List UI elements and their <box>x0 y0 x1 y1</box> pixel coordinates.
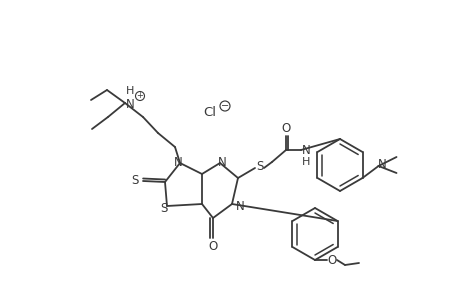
Text: N: N <box>235 200 244 212</box>
Text: Cl: Cl <box>203 106 216 118</box>
Text: O: O <box>208 239 217 253</box>
Text: S: S <box>131 175 138 188</box>
Text: N: N <box>217 155 226 169</box>
Text: S: S <box>256 160 263 172</box>
Text: N: N <box>125 98 134 112</box>
Text: N: N <box>377 158 386 172</box>
Text: H: H <box>301 157 309 167</box>
Text: O: O <box>281 122 290 134</box>
Text: +: + <box>136 92 143 100</box>
Text: −: − <box>220 101 229 111</box>
Text: H: H <box>126 86 134 96</box>
Text: N: N <box>301 145 310 158</box>
Text: N: N <box>173 155 182 169</box>
Text: S: S <box>160 202 168 215</box>
Text: O: O <box>327 254 336 266</box>
